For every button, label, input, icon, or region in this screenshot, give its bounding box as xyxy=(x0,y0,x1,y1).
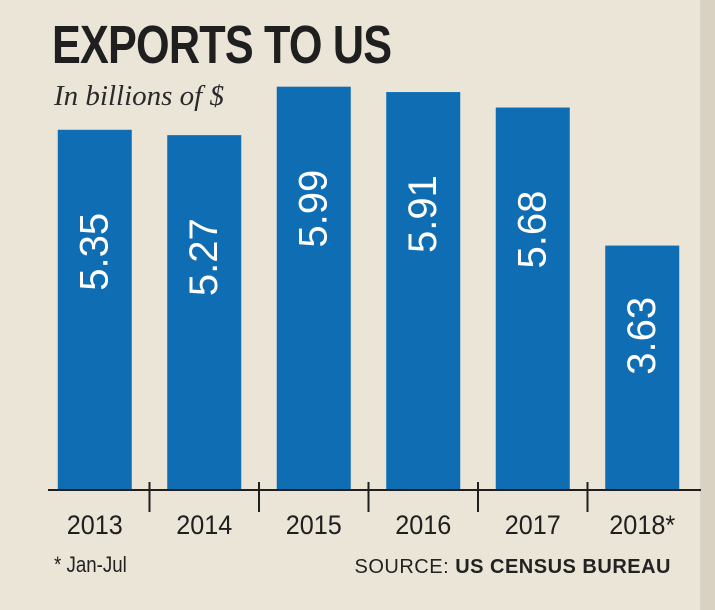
bar-2014 xyxy=(167,135,242,491)
footnote: * Jan-Jul xyxy=(54,552,127,577)
tick-label-2018: 2018* xyxy=(609,510,675,540)
value-label-2013: 5.35 xyxy=(73,213,117,291)
tick-label-2015: 2015 xyxy=(286,510,342,540)
chart-subtitle: In billions of $ xyxy=(54,80,224,112)
tick-label-2013: 2013 xyxy=(67,510,123,540)
value-label-2014: 5.27 xyxy=(182,218,226,296)
bars-group: 5.35 5.27 5.99 5.91 5.68 3.63 xyxy=(57,86,680,491)
bar-2015 xyxy=(276,86,351,490)
page-edge xyxy=(700,0,715,610)
tick-label-2014: 2014 xyxy=(176,510,232,540)
x-tick-labels: 2013 2014 2015 2016 2017 2018* xyxy=(67,510,676,540)
source-prefix: SOURCE: xyxy=(354,556,450,578)
chart-title: EXPORTS TO US xyxy=(52,15,392,75)
tick-label-2016: 2016 xyxy=(395,510,451,540)
value-label-2018: 3.63 xyxy=(620,297,664,375)
source-credit: SOURCE: US CENSUS BUREAU xyxy=(355,556,672,579)
bar-2018 xyxy=(605,245,680,490)
source-name: US CENSUS BUREAU xyxy=(455,556,671,578)
value-label-2017: 5.68 xyxy=(511,191,555,269)
bar-2013 xyxy=(57,129,132,490)
value-label-2016: 5.91 xyxy=(401,175,445,253)
bar-2017 xyxy=(495,107,570,491)
bar-2016 xyxy=(386,92,461,490)
tick-label-2017: 2017 xyxy=(505,510,561,540)
x-axis xyxy=(48,482,701,512)
value-label-2015: 5.99 xyxy=(292,170,336,248)
